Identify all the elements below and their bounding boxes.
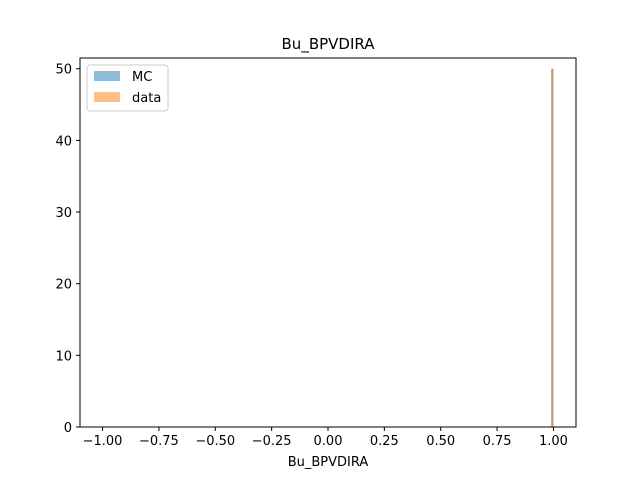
x-tick-label: 0.25: [370, 434, 399, 449]
y-tick-label: 20: [55, 278, 72, 293]
axes-frame: [79, 57, 577, 428]
x-tick-label: 0.00: [314, 434, 343, 449]
x-tick-label: −0.50: [195, 434, 235, 449]
legend: MC data: [86, 64, 169, 112]
y-tick-label: 40: [55, 134, 72, 149]
y-axis-ticks: 0 10 20 30 40 50: [55, 63, 80, 436]
x-axis-ticks: −1.00 −0.75 −0.50 −0.25 0.00 0.25 0.50 0.75 1.00: [83, 427, 568, 449]
x-tick-label: −0.75: [139, 434, 179, 449]
chart-title: Bu_BPVDIRA: [282, 35, 376, 54]
y-tick-label: 30: [55, 206, 72, 221]
histogram-bars: [551, 68, 554, 428]
x-tick-label: 1.00: [539, 434, 568, 449]
legend-swatch-mc: [94, 71, 120, 81]
legend-label-mc: MC: [132, 70, 152, 85]
x-tick-label: 0.50: [426, 434, 455, 449]
legend-swatch-data: [94, 92, 120, 102]
x-axis-label: Bu_BPVDIRA: [288, 455, 369, 470]
bar-data-0: [551, 68, 554, 428]
x-tick-label: −0.25: [252, 434, 292, 449]
y-tick-label: 10: [55, 349, 72, 364]
y-tick-label: 50: [55, 63, 72, 78]
y-tick-label: 0: [64, 421, 72, 436]
x-tick-label: 0.75: [483, 434, 512, 449]
legend-label-data: data: [132, 91, 161, 106]
x-tick-label: −1.00: [83, 434, 123, 449]
